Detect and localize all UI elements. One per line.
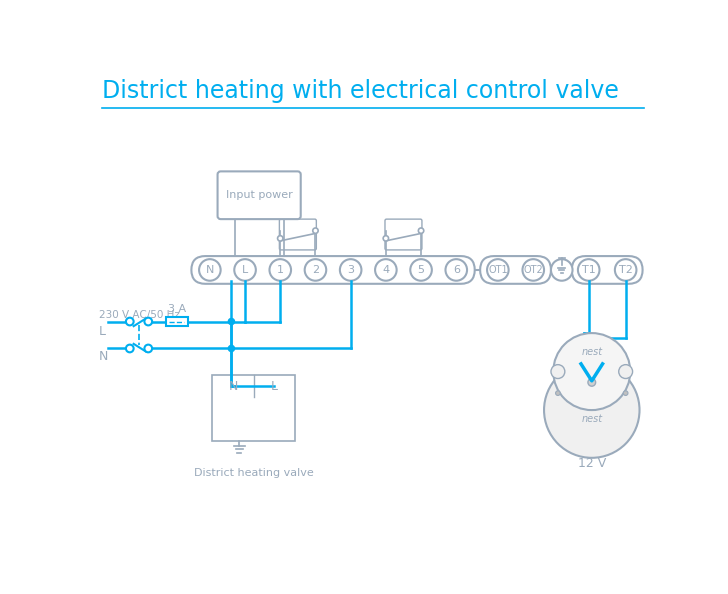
- Text: OT1: OT1: [488, 265, 507, 275]
- Text: nest: nest: [581, 415, 602, 424]
- Bar: [166, 317, 188, 326]
- Circle shape: [446, 259, 467, 281]
- Circle shape: [411, 259, 432, 281]
- Text: 2: 2: [312, 265, 319, 275]
- Text: N: N: [99, 350, 108, 363]
- Text: District heating valve: District heating valve: [194, 468, 314, 478]
- Text: Input power: Input power: [226, 190, 293, 200]
- Circle shape: [126, 345, 134, 352]
- Circle shape: [144, 318, 152, 326]
- Circle shape: [551, 259, 572, 281]
- FancyBboxPatch shape: [191, 256, 475, 284]
- Text: 1: 1: [277, 265, 284, 275]
- Circle shape: [623, 391, 628, 396]
- Circle shape: [229, 318, 234, 324]
- Circle shape: [269, 259, 291, 281]
- FancyBboxPatch shape: [218, 172, 301, 219]
- Circle shape: [375, 259, 397, 281]
- Text: N: N: [206, 265, 214, 275]
- Circle shape: [615, 259, 636, 281]
- Text: 3 A: 3 A: [167, 304, 186, 314]
- Circle shape: [199, 259, 221, 281]
- Circle shape: [126, 318, 134, 326]
- Text: 230 V AC/50 Hz: 230 V AC/50 Hz: [99, 310, 180, 320]
- Circle shape: [229, 345, 234, 352]
- Circle shape: [340, 259, 361, 281]
- Circle shape: [383, 236, 389, 241]
- Circle shape: [419, 228, 424, 233]
- Text: 4: 4: [382, 265, 389, 275]
- Circle shape: [523, 259, 544, 281]
- Circle shape: [144, 345, 152, 352]
- Text: T1: T1: [582, 265, 596, 275]
- Circle shape: [551, 365, 565, 378]
- Circle shape: [619, 365, 633, 378]
- Text: N: N: [229, 380, 238, 393]
- Circle shape: [305, 259, 326, 281]
- Text: 5: 5: [418, 265, 424, 275]
- Circle shape: [553, 333, 630, 410]
- Circle shape: [313, 228, 318, 233]
- Text: T2: T2: [619, 265, 633, 275]
- Text: District heating with electrical control valve: District heating with electrical control…: [102, 79, 619, 103]
- Text: L: L: [242, 265, 248, 275]
- Bar: [212, 375, 296, 441]
- Text: L: L: [270, 380, 277, 393]
- Circle shape: [234, 259, 256, 281]
- Text: 3: 3: [347, 265, 354, 275]
- FancyBboxPatch shape: [480, 256, 551, 284]
- Text: 12 V: 12 V: [577, 457, 606, 470]
- Text: 6: 6: [453, 265, 460, 275]
- Circle shape: [555, 391, 561, 396]
- FancyBboxPatch shape: [571, 256, 643, 284]
- Circle shape: [578, 259, 599, 281]
- Circle shape: [487, 259, 509, 281]
- Text: L: L: [99, 325, 106, 338]
- Circle shape: [277, 236, 283, 241]
- Circle shape: [544, 362, 639, 458]
- Text: OT2: OT2: [523, 265, 543, 275]
- Circle shape: [588, 378, 596, 386]
- Text: nest: nest: [581, 346, 602, 356]
